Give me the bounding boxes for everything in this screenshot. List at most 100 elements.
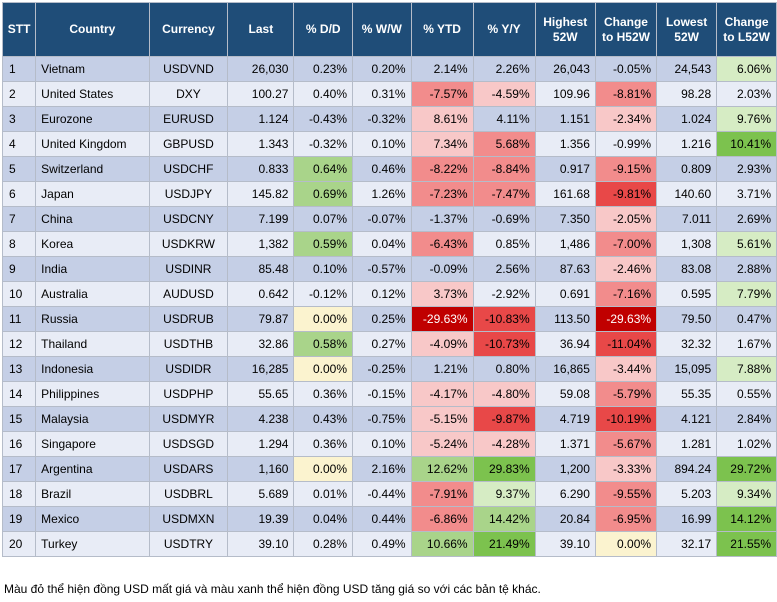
currency-table: STT Country Currency Last % D/D % W/W % …: [1, 2, 777, 557]
currency-cell: USDSGD: [148, 431, 229, 457]
l52-cell: 1.281: [656, 431, 718, 457]
yy-cell: -9.87%: [472, 406, 536, 432]
currency-cell: USDJPY: [148, 181, 229, 207]
h52-cell: 87.63: [534, 256, 596, 282]
ch52-cell: -3.33%: [594, 456, 658, 482]
header-yy: % Y/Y: [472, 2, 536, 57]
yy-cell: -2.92%: [472, 281, 536, 307]
ytd-cell: 3.73%: [410, 281, 474, 307]
country-cell: Japan: [35, 181, 150, 207]
ytd-cell: 2.14%: [410, 56, 474, 82]
ytd-cell: 10.66%: [410, 531, 474, 557]
currency-cell: USDTRY: [148, 531, 229, 557]
last-cell: 85.48: [227, 256, 295, 282]
ytd-cell: 12.62%: [410, 456, 474, 482]
stt-cell: 4: [1, 131, 37, 157]
l52-cell: 4.121: [656, 406, 718, 432]
dd-cell: 0.07%: [293, 206, 354, 232]
table-row: 8 Korea USDKRW 1,382 0.59% 0.04% -6.43% 0.85% 1,…: [1, 231, 777, 257]
stt-cell: 10: [1, 281, 37, 307]
header-country: Country: [35, 2, 150, 57]
l52-cell: 1.216: [656, 131, 718, 157]
currency-cell: USDMXN: [148, 506, 229, 532]
table-row: 20 Turkey USDTRY 39.10 0.28% 0.49% 10.66% 21.49…: [1, 531, 777, 557]
l52-cell: 1,308: [656, 231, 718, 257]
h52-cell: 59.08: [534, 381, 596, 407]
h52-cell: 26,043: [534, 56, 596, 82]
header-dd: % D/D: [293, 2, 354, 57]
dd-cell: 0.69%: [293, 181, 354, 207]
table-row: 9 India USDINR 85.48 0.10% -0.57% -0.09% 2.56% 8…: [1, 256, 777, 282]
ytd-cell: -5.15%: [410, 406, 474, 432]
country-cell: Korea: [35, 231, 150, 257]
ytd-cell: -0.09%: [410, 256, 474, 282]
ytd-cell: -7.91%: [410, 481, 474, 507]
ch52-cell: -3.44%: [594, 356, 658, 382]
yy-cell: -4.28%: [472, 431, 536, 457]
yy-cell: 9.37%: [472, 481, 536, 507]
country-cell: Singapore: [35, 431, 150, 457]
cl52-cell: 2.69%: [716, 206, 777, 232]
l52-cell: 7.011: [656, 206, 718, 232]
ch52-cell: -7.00%: [594, 231, 658, 257]
ww-cell: 0.49%: [352, 531, 412, 557]
l52-cell: 894.24: [656, 456, 718, 482]
cl52-cell: 3.71%: [716, 181, 777, 207]
last-cell: 4.238: [227, 406, 295, 432]
dd-cell: 0.01%: [293, 481, 354, 507]
dd-cell: 0.04%: [293, 506, 354, 532]
ch52-cell: -5.79%: [594, 381, 658, 407]
table-row: 5 Switzerland USDCHF 0.833 0.64% 0.46% -8.22% -…: [1, 156, 777, 182]
table-row: 15 Malaysia USDMYR 4.238 0.43% -0.75% -5.15% -9…: [1, 406, 777, 432]
last-cell: 16,285: [227, 356, 295, 382]
table-row: 12 Thailand USDTHB 32.86 0.58% 0.27% -4.09% -10…: [1, 331, 777, 357]
ch52-cell: -5.67%: [594, 431, 658, 457]
country-cell: United Kingdom: [35, 131, 150, 157]
country-cell: Turkey: [35, 531, 150, 557]
currency-cell: USDARS: [148, 456, 229, 482]
stt-cell: 1: [1, 56, 37, 82]
stt-cell: 8: [1, 231, 37, 257]
table-row: 2 United States DXY 100.27 0.40% 0.31% -7.57% -…: [1, 81, 777, 107]
cl52-cell: 14.12%: [716, 506, 777, 532]
h52-cell: 161.68: [534, 181, 596, 207]
last-cell: 19.39: [227, 506, 295, 532]
dd-cell: 0.36%: [293, 431, 354, 457]
l52-cell: 83.08: [656, 256, 718, 282]
dd-cell: 0.36%: [293, 381, 354, 407]
ch52-cell: -6.95%: [594, 506, 658, 532]
dd-cell: -0.32%: [293, 131, 354, 157]
country-cell: Thailand: [35, 331, 150, 357]
table-row: 4 United Kingdom GBPUSD 1.343 -0.32% 0.10% 7.3…: [1, 131, 777, 157]
table-row: 6 Japan USDJPY 145.82 0.69% 1.26% -7.23% -7.47%…: [1, 181, 777, 207]
header-l52: Lowest 52W: [656, 2, 718, 57]
stt-cell: 6: [1, 181, 37, 207]
cl52-cell: 9.76%: [716, 106, 777, 132]
currency-cell: USDPHP: [148, 381, 229, 407]
header-ytd: % YTD: [410, 2, 474, 57]
ww-cell: 0.04%: [352, 231, 412, 257]
h52-cell: 109.96: [534, 81, 596, 107]
cl52-cell: 0.47%: [716, 306, 777, 332]
country-cell: Eurozone: [35, 106, 150, 132]
table-row: 1 Vietnam USDVND 26,030 0.23% 0.20% 2.14% 2.26%…: [1, 56, 777, 82]
yy-cell: 14.42%: [472, 506, 536, 532]
l52-cell: 15,095: [656, 356, 718, 382]
dd-cell: 0.10%: [293, 256, 354, 282]
country-cell: Brazil: [35, 481, 150, 507]
yy-cell: -4.80%: [472, 381, 536, 407]
ww-cell: 0.20%: [352, 56, 412, 82]
ww-cell: 0.27%: [352, 331, 412, 357]
ytd-cell: -6.43%: [410, 231, 474, 257]
dd-cell: 0.00%: [293, 356, 354, 382]
table-row: 7 China USDCNY 7.199 0.07% -0.07% -1.37% -0.69%…: [1, 206, 777, 232]
cl52-cell: 7.79%: [716, 281, 777, 307]
cl52-cell: 1.67%: [716, 331, 777, 357]
ytd-cell: -7.57%: [410, 81, 474, 107]
table-row: 3 Eurozone EURUSD 1.124 -0.43% -0.32% 8.61% 4.1…: [1, 106, 777, 132]
ww-cell: -0.44%: [352, 481, 412, 507]
ww-cell: 0.10%: [352, 131, 412, 157]
stt-cell: 20: [1, 531, 37, 557]
last-cell: 1,160: [227, 456, 295, 482]
